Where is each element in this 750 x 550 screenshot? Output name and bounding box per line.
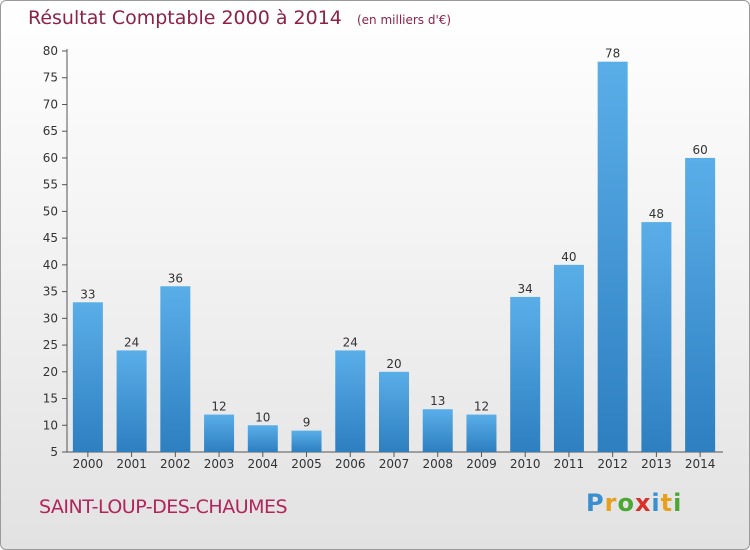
value-label-2003: 12 [211,400,226,414]
logo-letter: i [651,489,661,517]
x-tick-label-2013: 2013 [641,457,672,471]
y-tick-label: 60 [43,151,58,165]
title-row: Résultat Comptable 2000 à 2014 (en milli… [28,7,451,29]
value-label-2005: 9 [303,416,311,430]
y-tick-label: 50 [43,204,58,218]
bar-2003 [204,414,235,452]
y-tick-label: 40 [43,258,58,272]
bar-2008 [422,409,453,452]
bar-2004 [247,425,278,452]
x-tick-label-2003: 2003 [204,457,235,471]
value-label-2004: 10 [255,410,270,424]
bar-2014 [685,157,716,452]
logo-letter: P [586,489,605,517]
y-tick-label: 25 [43,338,58,352]
value-label-2000: 33 [80,287,95,301]
y-tick-label: 80 [43,44,58,58]
value-label-2001: 24 [124,335,139,349]
y-tick-label: 15 [43,392,58,406]
x-tick-label-2008: 2008 [422,457,453,471]
bar-2000 [72,302,103,452]
proxiti-logo: Proxiti [586,489,682,517]
y-tick-label: 30 [43,311,58,325]
x-tick-label-2005: 2005 [291,457,322,471]
logo-letter: i [673,489,683,517]
x-tick-label-2000: 2000 [73,457,104,471]
x-tick-label-2002: 2002 [160,457,191,471]
y-tick-label: 55 [43,178,58,192]
logo-letter: o [617,489,635,517]
y-tick-label: 10 [43,418,58,432]
x-tick-label-2006: 2006 [335,457,366,471]
bar-2007 [379,371,409,452]
bar-2006 [335,350,366,452]
value-label-2014: 60 [692,143,707,157]
x-tick-label-2004: 2004 [248,457,279,471]
y-tick-label: 65 [43,124,58,138]
x-tick-label-2009: 2009 [466,457,497,471]
x-tick-label-2001: 2001 [116,457,147,471]
bar-2013 [641,222,672,452]
bar-2002 [160,286,191,452]
y-tick-label: 70 [43,97,58,111]
bar-2010 [510,296,541,452]
y-tick-label: 35 [43,285,58,299]
logo-letter: x [634,489,652,517]
x-tick-label-2012: 2012 [597,457,628,471]
value-label-2012: 78 [605,47,620,61]
y-tick-label: 5 [50,445,58,459]
value-label-2002: 36 [168,271,183,285]
value-label-2009: 12 [474,400,489,414]
bar-2001 [116,350,147,452]
bar-2005 [291,430,322,452]
x-tick-label-2010: 2010 [510,457,541,471]
bar-2011 [553,264,584,452]
value-label-2013: 48 [649,207,664,221]
value-label-2006: 24 [343,335,358,349]
bar-2012 [597,61,628,453]
city-name: SAINT-LOUP-DES-CHAUMES [39,496,288,518]
value-label-2011: 40 [561,250,576,264]
chart-title: Résultat Comptable 2000 à 2014 [28,7,342,29]
logo-letter: t [660,489,674,517]
value-label-2008: 13 [430,394,445,408]
logo-letter: r [604,489,618,517]
y-tick-label: 20 [43,365,58,379]
y-tick-label: 75 [43,71,58,85]
value-label-2010: 34 [518,282,533,296]
bar-2009 [466,414,497,452]
y-tick-label: 45 [43,231,58,245]
x-tick-label-2011: 2011 [554,457,585,471]
chart-subtitle: (en milliers d'€) [356,13,452,27]
x-tick-label-2007: 2007 [379,457,410,471]
value-label-2007: 20 [386,357,401,371]
x-tick-label-2014: 2014 [685,457,716,471]
